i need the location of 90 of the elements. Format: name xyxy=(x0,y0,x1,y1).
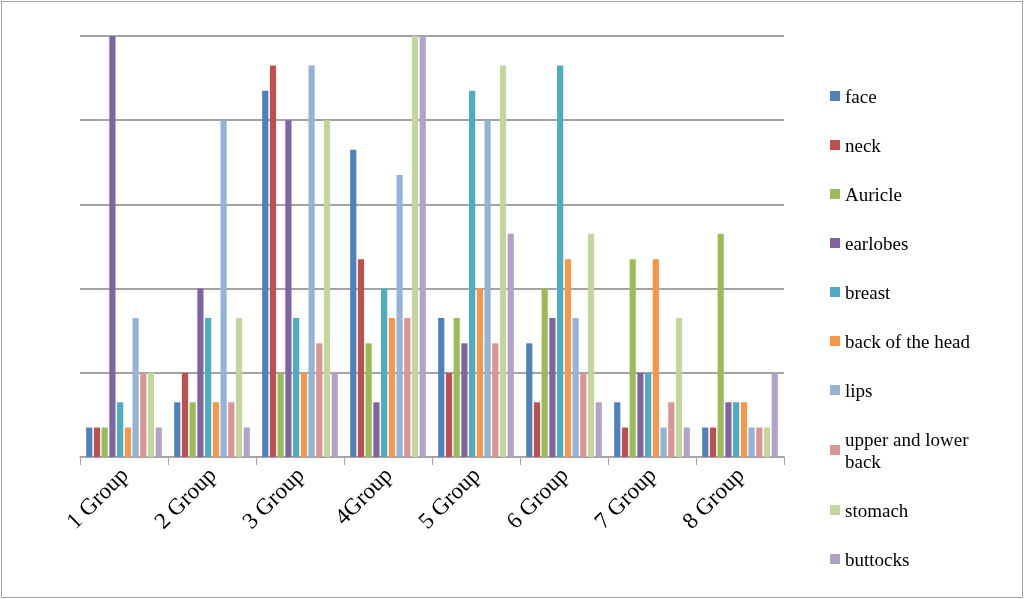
legend-label: earlobes xyxy=(845,232,909,254)
legend-label: upper and lower back xyxy=(845,428,974,472)
bar xyxy=(614,402,621,457)
legend-label: lips xyxy=(845,379,873,401)
bar xyxy=(476,288,483,457)
bar xyxy=(220,120,227,457)
bar xyxy=(331,372,338,457)
bar xyxy=(763,427,771,457)
bar xyxy=(675,318,683,457)
bar xyxy=(469,90,476,457)
legend-label: back of the head xyxy=(845,330,971,352)
bar xyxy=(461,343,468,457)
bar xyxy=(733,402,740,457)
bar xyxy=(484,120,491,457)
bar xyxy=(453,318,460,457)
bar xyxy=(132,318,139,457)
bar xyxy=(388,318,395,457)
bar xyxy=(595,402,602,457)
bar xyxy=(300,372,307,457)
bar xyxy=(533,402,541,457)
bar xyxy=(174,402,181,457)
bar xyxy=(308,65,315,457)
bar xyxy=(507,233,514,457)
bar xyxy=(499,65,507,457)
bar xyxy=(564,259,571,457)
bar xyxy=(668,402,675,457)
bar xyxy=(492,343,499,457)
bar xyxy=(147,372,155,457)
bar xyxy=(323,120,331,457)
bar xyxy=(621,427,629,457)
bar xyxy=(580,372,587,457)
bar xyxy=(717,233,724,457)
bar xyxy=(683,427,690,457)
bar xyxy=(438,318,445,457)
bar xyxy=(748,427,755,457)
bar xyxy=(411,36,419,457)
bar xyxy=(740,402,747,457)
bar xyxy=(381,288,388,457)
legend-label: neck xyxy=(845,134,882,156)
bar xyxy=(652,259,659,457)
bar xyxy=(357,259,365,457)
bar xyxy=(756,427,763,457)
bar xyxy=(637,372,644,457)
bar xyxy=(212,402,219,457)
bar xyxy=(557,65,564,457)
bar xyxy=(197,288,204,457)
bar xyxy=(181,372,189,457)
bar xyxy=(316,343,323,457)
bar xyxy=(235,318,243,457)
bar xyxy=(419,36,426,457)
bar xyxy=(404,318,411,457)
bar xyxy=(285,120,292,457)
bar xyxy=(725,402,732,457)
bar xyxy=(117,402,124,457)
bar xyxy=(629,259,636,457)
bar xyxy=(396,174,403,457)
bar xyxy=(189,402,196,457)
bar xyxy=(702,427,709,457)
bar xyxy=(109,36,116,457)
bar xyxy=(293,318,300,457)
bar xyxy=(228,402,235,457)
legend-label: face xyxy=(845,85,877,107)
bar xyxy=(140,372,147,457)
bar xyxy=(269,65,277,457)
bar xyxy=(587,233,595,457)
bar xyxy=(771,372,778,457)
bar xyxy=(549,318,556,457)
bar xyxy=(541,288,548,457)
bar xyxy=(101,427,108,457)
bar xyxy=(373,402,380,457)
bar xyxy=(526,343,533,457)
legend-label: stomach xyxy=(845,499,909,521)
bar xyxy=(365,343,372,457)
bar xyxy=(86,427,93,457)
bar xyxy=(243,427,250,457)
bar xyxy=(709,427,717,457)
bar xyxy=(572,318,579,457)
legend-label: Auricle xyxy=(845,183,902,205)
legend-label: breast xyxy=(845,281,892,303)
legend-label: buttocks xyxy=(845,548,910,570)
bar xyxy=(445,372,453,457)
bar xyxy=(645,372,652,457)
bar xyxy=(262,90,269,457)
bar xyxy=(155,427,162,457)
bar xyxy=(350,149,357,457)
bar xyxy=(93,427,101,457)
bar xyxy=(124,427,131,457)
bar xyxy=(660,427,667,457)
bar xyxy=(277,372,284,457)
bar xyxy=(205,318,212,457)
